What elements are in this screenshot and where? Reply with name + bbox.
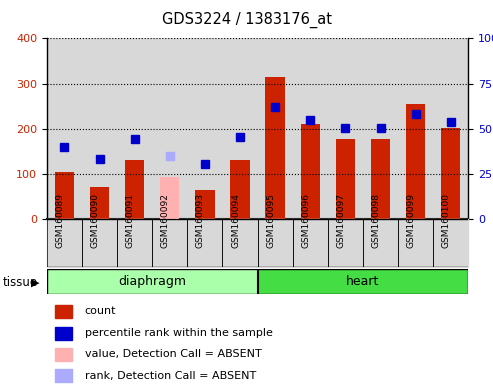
Bar (47, 38, 82, 219)
Bar (441, 128, 460, 219)
Bar (301, 124, 320, 219)
Text: heart: heart (346, 275, 380, 288)
Bar (266, 77, 285, 219)
Bar (230, 160, 249, 219)
Bar (371, 139, 390, 219)
Text: GSM160095: GSM160095 (266, 193, 275, 248)
Bar (117, 219, 152, 267)
Bar (398, 38, 433, 219)
Bar (82, 219, 117, 267)
Bar (152, 38, 187, 219)
Text: GSM160098: GSM160098 (372, 193, 381, 248)
Bar (336, 139, 355, 219)
Bar (55, 305, 72, 318)
Text: percentile rank within the sample: percentile rank within the sample (85, 328, 273, 338)
Text: GSM160099: GSM160099 (407, 193, 416, 248)
Text: GSM160090: GSM160090 (91, 193, 100, 248)
Text: GSM160100: GSM160100 (442, 193, 451, 248)
Text: GSM160097: GSM160097 (336, 193, 346, 248)
Bar (152, 219, 187, 267)
Text: diaphragm: diaphragm (118, 275, 186, 288)
Bar (117, 38, 152, 219)
Text: GSM160092: GSM160092 (161, 193, 170, 248)
Bar (160, 177, 179, 219)
Text: GSM160096: GSM160096 (301, 193, 310, 248)
Text: value, Detection Call = ABSENT: value, Detection Call = ABSENT (85, 349, 261, 359)
Text: GSM160093: GSM160093 (196, 193, 205, 248)
Bar (55, 326, 72, 340)
Bar (187, 38, 222, 219)
Text: GSM160091: GSM160091 (126, 193, 135, 248)
Text: tissue: tissue (2, 276, 37, 289)
Text: GSM160094: GSM160094 (231, 193, 240, 248)
Bar (55, 172, 74, 219)
Text: GDS3224 / 1383176_at: GDS3224 / 1383176_at (162, 12, 331, 28)
Bar (433, 38, 468, 219)
Text: ▶: ▶ (31, 277, 39, 287)
Bar (257, 219, 293, 267)
Text: rank, Detection Call = ABSENT: rank, Detection Call = ABSENT (85, 371, 256, 381)
Bar (47, 219, 82, 267)
Bar (187, 219, 222, 267)
Bar (406, 104, 425, 219)
Bar (222, 38, 257, 219)
Bar (293, 38, 328, 219)
Bar (222, 219, 257, 267)
Bar (55, 348, 72, 361)
Bar (328, 38, 363, 219)
Bar (257, 38, 293, 219)
Text: count: count (85, 306, 116, 316)
Bar (363, 38, 398, 219)
Bar (125, 160, 144, 219)
Bar (195, 190, 214, 219)
Bar (55, 369, 72, 382)
Text: GSM160089: GSM160089 (55, 193, 65, 248)
Bar (398, 219, 433, 267)
Bar (328, 219, 363, 267)
Bar (257, 269, 468, 294)
Bar (363, 219, 398, 267)
Bar (293, 219, 328, 267)
Bar (433, 219, 468, 267)
Bar (90, 187, 109, 219)
Bar (82, 38, 117, 219)
Bar (47, 269, 257, 294)
